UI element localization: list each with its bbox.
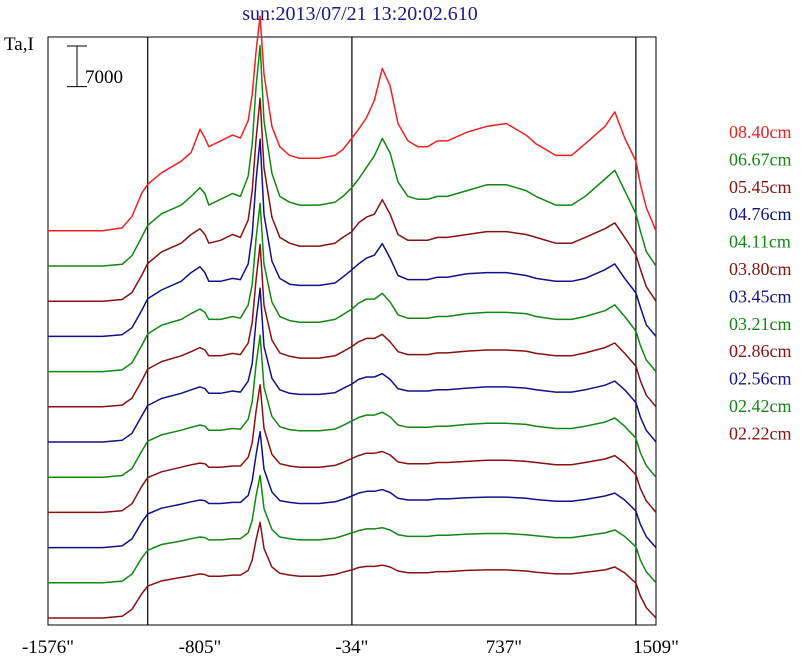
scale-bar-label: 7000 bbox=[85, 67, 123, 88]
y-axis-label: Ta,I bbox=[4, 34, 34, 55]
legend-entry: 08.40cm bbox=[729, 122, 792, 142]
series-layer bbox=[48, 15, 657, 619]
legend-entry: 04.11cm bbox=[729, 232, 791, 252]
series-line-04.11cm bbox=[48, 202, 657, 373]
legend-entry: 02.22cm bbox=[729, 423, 792, 443]
series-line-02.22cm bbox=[48, 521, 657, 619]
legend: 08.40cm 06.67cm 05.45cm 04.76cm 04.11cm 03.80… bbox=[729, 122, 792, 443]
legend-entry: 05.45cm bbox=[729, 177, 792, 197]
x-tick-label: -34" bbox=[335, 637, 368, 658]
legend-entry: 03.45cm bbox=[729, 286, 792, 306]
scale-bar: 7000 bbox=[67, 45, 123, 88]
legend-entry: 06.67cm bbox=[729, 149, 792, 169]
x-tick-labels: -1576" -805" -34" 737" 1509" bbox=[22, 637, 679, 658]
series-line-04.76cm bbox=[48, 138, 657, 338]
legend-entry: 04.76cm bbox=[729, 204, 792, 224]
series-line-02.42cm bbox=[48, 474, 657, 584]
series-line-03.80cm bbox=[48, 243, 657, 408]
legend-entry: 03.21cm bbox=[729, 314, 792, 334]
x-tick-label: -805" bbox=[179, 637, 222, 658]
x-tick-label: 1509" bbox=[633, 637, 679, 658]
legend-entry: 02.86cm bbox=[729, 341, 792, 361]
x-tick-label: -1576" bbox=[22, 637, 74, 658]
series-line-03.45cm bbox=[48, 287, 657, 443]
series-line-05.45cm bbox=[48, 97, 657, 302]
legend-entry: 02.56cm bbox=[729, 369, 792, 389]
series-line-06.67cm bbox=[48, 44, 657, 267]
series-line-02.86cm bbox=[48, 384, 657, 514]
series-line-02.56cm bbox=[48, 430, 657, 549]
x-tick-label: 737" bbox=[486, 637, 522, 658]
vertical-markers bbox=[147, 37, 637, 625]
legend-entry: 02.42cm bbox=[729, 396, 792, 416]
series-line-08.40cm bbox=[48, 15, 657, 232]
series-line-03.21cm bbox=[48, 334, 657, 478]
chart-title: sun:2013/07/21 13:20:02.610 bbox=[242, 3, 478, 25]
legend-entry: 03.80cm bbox=[729, 259, 792, 279]
